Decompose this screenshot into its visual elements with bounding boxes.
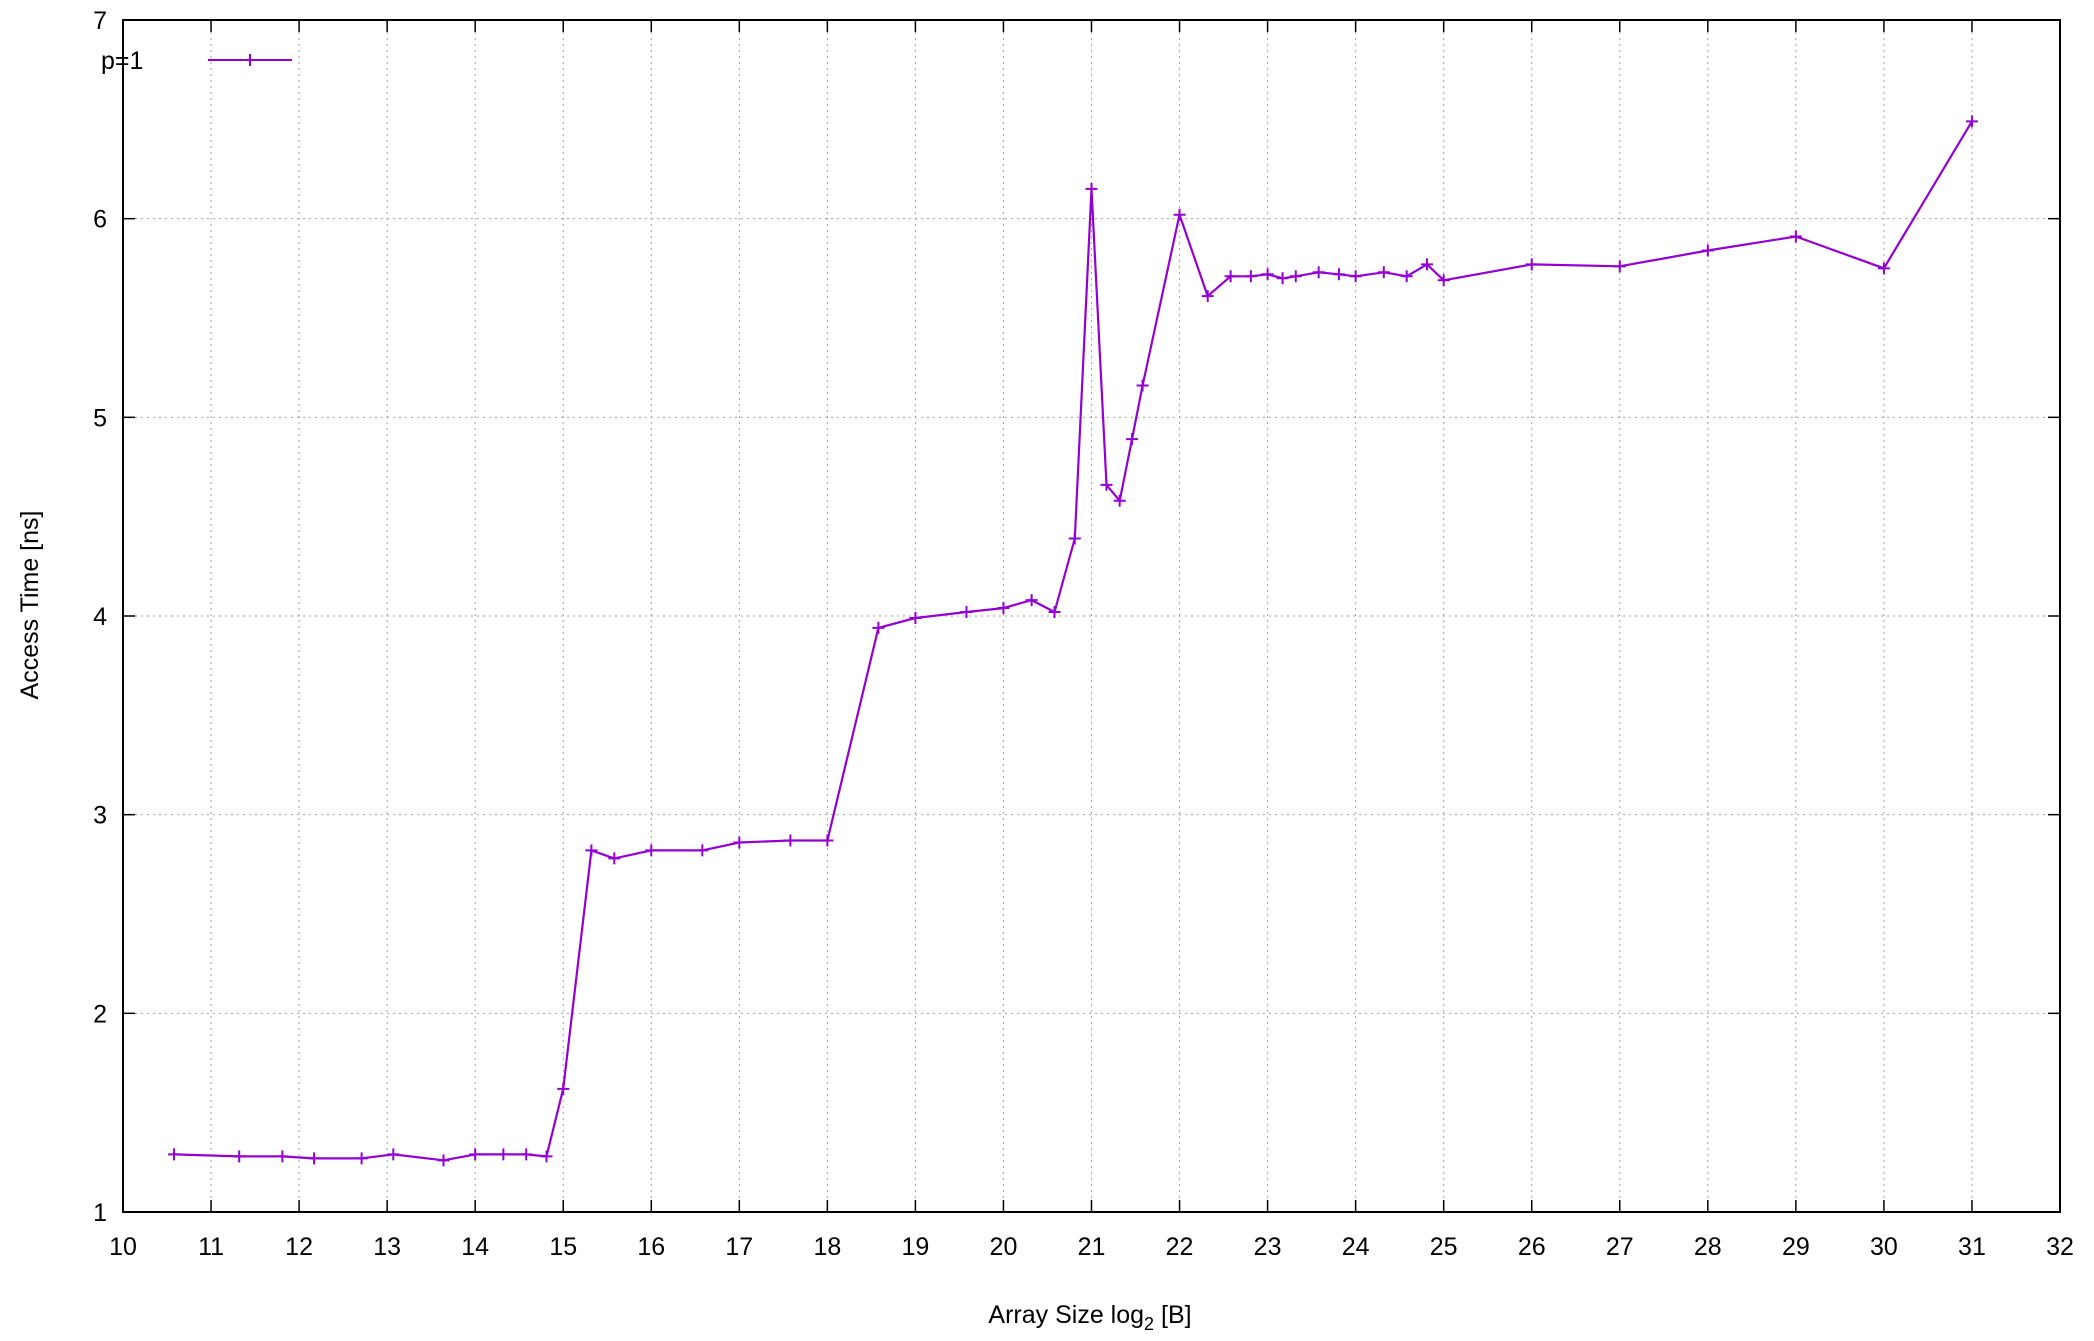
data-point-marker — [872, 621, 885, 634]
x-tick-label: 23 — [1254, 1233, 1282, 1261]
x-tick-label: 21 — [1078, 1233, 1106, 1261]
data-point-marker — [233, 1150, 246, 1163]
x-tick-label: 31 — [1958, 1233, 1986, 1261]
y-tick-label: 5 — [93, 404, 107, 432]
data-point-marker — [1113, 494, 1126, 507]
x-tick-label: 12 — [285, 1233, 313, 1261]
data-point-marker — [276, 1150, 289, 1163]
data-point-marker — [1877, 262, 1890, 275]
data-point-marker — [585, 844, 598, 857]
x-axis-label-main: Array Size log — [988, 1301, 1144, 1329]
data-point-marker — [784, 834, 797, 847]
x-tick-label: 26 — [1518, 1233, 1546, 1261]
x-tick-label: 14 — [461, 1233, 489, 1261]
legend-label: p=1 — [101, 47, 143, 75]
y-tick-label: 3 — [93, 802, 107, 830]
data-point-marker — [696, 844, 709, 857]
y-tick-label: 6 — [93, 206, 107, 234]
data-point-marker — [540, 1150, 553, 1163]
y-tick-label: 4 — [93, 603, 107, 631]
data-point-marker — [168, 1148, 181, 1161]
data-point-marker — [469, 1148, 482, 1161]
tick-labels: 10 11 12 13 14 15 16 17 18 19 20 21 22 23 24 25 26 27 28 29… — [93, 7, 2074, 1261]
data-point-marker — [1349, 270, 1362, 283]
data-point-marker — [960, 606, 973, 619]
data-point-marker — [1048, 606, 1061, 619]
data-point-marker — [1068, 532, 1081, 545]
data-point-marker — [1201, 290, 1214, 303]
data-point-marker — [1244, 270, 1257, 283]
data-point-marker — [645, 844, 658, 857]
x-tick-label: 15 — [549, 1233, 577, 1261]
y-axis-label: Access Time [ns] — [16, 511, 44, 700]
data-point-marker — [520, 1148, 533, 1161]
y-tick-label: 7 — [93, 7, 107, 35]
x-axis-label-tail: [B] — [1154, 1301, 1192, 1329]
x-tick-label: 28 — [1694, 1233, 1722, 1261]
data-point-marker — [308, 1152, 321, 1165]
grid — [123, 20, 2060, 1212]
data-point-marker — [497, 1148, 510, 1161]
x-tick-label: 19 — [902, 1233, 930, 1261]
x-tick-label: 17 — [725, 1233, 753, 1261]
data-point-marker — [1173, 208, 1186, 221]
x-tick-label: 29 — [1782, 1233, 1810, 1261]
data-point-marker — [1789, 230, 1802, 243]
x-tick-label: 20 — [990, 1233, 1018, 1261]
x-tick-label: 30 — [1870, 1233, 1898, 1261]
series-group — [168, 115, 1978, 1167]
data-point-marker — [733, 836, 746, 849]
data-point-marker — [1525, 258, 1538, 271]
x-axis-label: Array Size log2 [B] — [988, 1301, 1191, 1334]
data-point-marker — [1100, 478, 1113, 491]
data-point-marker — [557, 1082, 570, 1095]
x-tick-label: 18 — [813, 1233, 841, 1261]
x-tick-label: 11 — [198, 1233, 224, 1261]
legend-marker — [244, 54, 256, 66]
data-point-marker — [355, 1152, 368, 1165]
x-tick-label: 32 — [2046, 1233, 2074, 1261]
data-point-marker — [1437, 274, 1450, 287]
data-point-marker — [1126, 433, 1138, 446]
x-tick-label: 27 — [1606, 1233, 1634, 1261]
data-point-marker — [1136, 379, 1149, 392]
x-tick-label: 13 — [373, 1233, 401, 1261]
data-point-marker — [1261, 268, 1274, 281]
data-point-marker — [909, 611, 922, 624]
x-tick-label: 10 — [109, 1233, 137, 1261]
data-point-marker — [1224, 270, 1237, 283]
data-point-marker — [1332, 268, 1345, 281]
data-point-marker — [1420, 258, 1433, 271]
x-tick-label: 22 — [1166, 1233, 1194, 1261]
data-point-marker — [1965, 115, 1978, 128]
data-point-marker — [1400, 270, 1413, 283]
data-point-marker — [1085, 182, 1098, 195]
x-tick-label: 25 — [1430, 1233, 1458, 1261]
data-point-marker — [821, 834, 834, 847]
data-point-marker — [1289, 270, 1302, 283]
data-point-marker — [1276, 272, 1289, 285]
data-point-marker — [1613, 260, 1626, 273]
data-point-marker — [997, 602, 1010, 615]
x-tick-label: 16 — [637, 1233, 665, 1261]
axis-ticks — [122, 19, 2061, 1213]
data-point-marker — [608, 852, 621, 865]
data-point-marker — [1377, 266, 1390, 279]
data-point-marker — [1701, 244, 1714, 257]
data-point-marker — [1025, 594, 1038, 607]
y-tick-label: 2 — [93, 1000, 107, 1028]
y-tick-label: 1 — [93, 1199, 107, 1227]
series-line — [174, 120, 1973, 1162]
data-point-marker — [387, 1148, 400, 1161]
legend-marker-plus — [244, 54, 256, 66]
data-point-marker — [437, 1154, 450, 1167]
x-tick-label: 24 — [1342, 1233, 1370, 1261]
legend: p=1 — [101, 47, 292, 75]
x-axis-label-subscript: 2 — [1144, 1314, 1154, 1334]
data-point-marker — [1312, 266, 1325, 279]
